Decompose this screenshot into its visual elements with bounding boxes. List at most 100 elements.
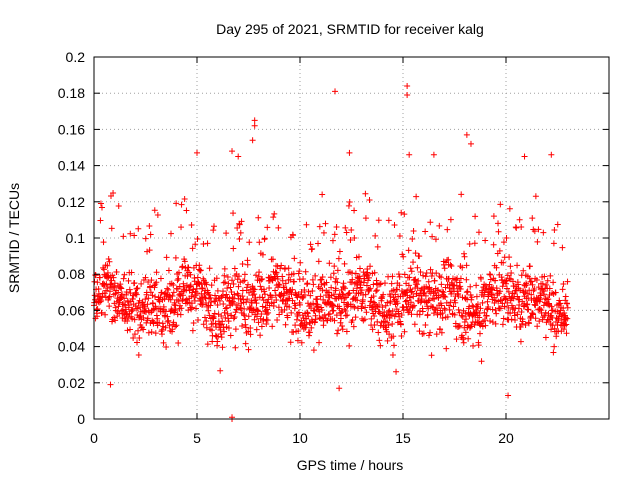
- data-point: [401, 328, 408, 335]
- data-point: [164, 318, 171, 325]
- data-point: [218, 334, 225, 341]
- data-point: [252, 272, 259, 279]
- data-point: [222, 314, 229, 321]
- data-point: [398, 311, 405, 318]
- data-point: [241, 277, 248, 284]
- data-point: [136, 335, 143, 342]
- data-point: [548, 326, 555, 333]
- data-point: [259, 294, 266, 301]
- data-point: [201, 290, 208, 297]
- data-point: [435, 292, 442, 299]
- data-point: [124, 327, 131, 334]
- data-point: [297, 301, 303, 308]
- data-point: [98, 204, 105, 211]
- data-point: [199, 284, 206, 291]
- data-point: [331, 317, 338, 324]
- data-point: [284, 314, 291, 321]
- data-point: [416, 328, 423, 335]
- data-point: [490, 241, 497, 248]
- data-point: [503, 235, 510, 242]
- data-point: [372, 288, 379, 295]
- data-point: [328, 304, 335, 311]
- data-point: [288, 309, 295, 316]
- data-point: [205, 307, 212, 314]
- chart-title: Day 295 of 2021, SRMTID for receiver kal…: [216, 21, 484, 37]
- data-point: [389, 321, 396, 328]
- data-point: [144, 315, 151, 322]
- data-point: [525, 295, 532, 302]
- data-point: [421, 289, 428, 296]
- data-point: [230, 315, 237, 322]
- data-point: [152, 330, 159, 337]
- data-point: [451, 282, 458, 289]
- data-point: [165, 267, 172, 274]
- data-point: [341, 260, 348, 267]
- data-point: [426, 297, 433, 304]
- data-point: [556, 313, 563, 320]
- data-point: [346, 149, 353, 156]
- data-point: [475, 342, 482, 349]
- data-point: [245, 313, 252, 320]
- data-point: [110, 274, 117, 281]
- data-point: [104, 275, 111, 282]
- data-point: [183, 296, 190, 303]
- data-point: [209, 314, 216, 321]
- data-point: [356, 265, 363, 272]
- data-point: [178, 201, 185, 208]
- data-point: [495, 228, 502, 235]
- data-point: [416, 253, 423, 260]
- data-point: [251, 286, 258, 293]
- data-point: [473, 308, 480, 315]
- data-point: [476, 330, 483, 337]
- data-point: [158, 328, 165, 335]
- data-point: [318, 307, 325, 314]
- data-point: [118, 285, 125, 292]
- data-point: [113, 268, 120, 275]
- data-point: [550, 349, 557, 356]
- data-point: [191, 278, 198, 285]
- data-point: [448, 290, 455, 297]
- data-point: [265, 296, 272, 303]
- data-point: [563, 330, 570, 337]
- data-point: [92, 296, 99, 303]
- data-point: [94, 305, 101, 312]
- data-point: [130, 334, 137, 341]
- data-point: [230, 245, 237, 252]
- data-point: [149, 317, 156, 324]
- data-point: [539, 286, 546, 293]
- data-point: [500, 239, 507, 246]
- data-point: [110, 190, 117, 197]
- data-point: [446, 285, 453, 292]
- data-point: [358, 287, 365, 294]
- data-point: [279, 277, 286, 284]
- data-point: [294, 337, 301, 344]
- y-tick-label: 0: [77, 411, 85, 427]
- data-point: [396, 233, 403, 240]
- data-point: [229, 298, 236, 305]
- data-point: [422, 228, 429, 235]
- data-point: [101, 266, 108, 273]
- data-point: [191, 297, 198, 304]
- data-point: [406, 294, 413, 301]
- data-point: [326, 310, 333, 317]
- data-point: [444, 226, 451, 233]
- data-point: [237, 304, 244, 311]
- data-point: [473, 282, 480, 289]
- data-point: [108, 225, 115, 232]
- data-point: [505, 392, 512, 399]
- data-point: [315, 258, 322, 265]
- data-point: [354, 281, 361, 288]
- data-point: [388, 312, 395, 319]
- data-point: [275, 304, 282, 311]
- data-point: [121, 295, 128, 302]
- data-point: [409, 236, 416, 243]
- data-point: [218, 293, 225, 300]
- data-point: [160, 339, 167, 346]
- data-point: [371, 321, 378, 328]
- y-tick-label: 0.06: [58, 302, 85, 318]
- data-point: [334, 279, 341, 286]
- data-point: [102, 311, 109, 318]
- data-point: [374, 243, 381, 250]
- data-point: [178, 224, 185, 231]
- data-point: [235, 283, 242, 290]
